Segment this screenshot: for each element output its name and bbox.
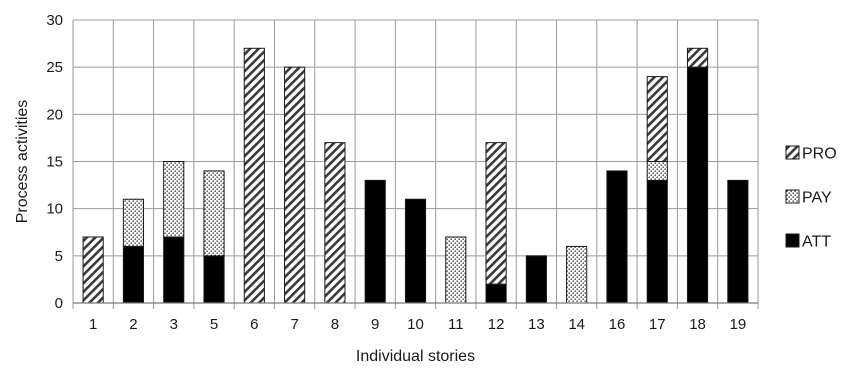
x-tick-label: 3 <box>170 316 178 333</box>
legend-label-att: ATT <box>802 234 831 251</box>
x-tick-label: 1 <box>89 316 97 333</box>
bar-pro <box>646 76 668 162</box>
x-tick-label: 14 <box>568 316 585 333</box>
x-tick-label: 17 <box>649 316 666 333</box>
x-tick-label: 16 <box>609 316 626 333</box>
legend-swatch-att <box>785 233 800 248</box>
bar-att <box>646 179 668 304</box>
bar-att <box>203 255 225 304</box>
bar-att <box>122 245 145 304</box>
bar-pro <box>686 47 709 68</box>
x-tick-label: 11 <box>448 316 464 333</box>
y-tick-label: 20 <box>46 106 63 123</box>
bar-att <box>163 236 185 304</box>
gridlines <box>72 19 759 309</box>
legend-label-pro: PRO <box>802 146 837 163</box>
bars <box>82 47 749 304</box>
bar-pay <box>646 161 668 181</box>
bar-att <box>686 66 709 304</box>
x-tick-label: 8 <box>331 316 339 333</box>
bar-att <box>485 283 507 304</box>
bar-att <box>404 198 427 304</box>
y-tick-label: 30 <box>46 12 63 29</box>
legend-swatch-pro <box>785 145 800 160</box>
x-tick-label: 19 <box>730 316 747 333</box>
y-tick-label: 5 <box>55 248 63 265</box>
bar-pay <box>163 161 185 238</box>
y-tick-label: 25 <box>46 59 63 76</box>
legend-label-pay: PAY <box>802 190 832 207</box>
bar-pay <box>122 198 145 247</box>
bar-pro <box>82 236 104 304</box>
y-tick-label: 10 <box>46 201 63 218</box>
legend-swatch-pay <box>785 189 800 204</box>
bar-att <box>525 255 547 304</box>
y-tick-label: 0 <box>55 295 63 312</box>
bar-pro <box>485 142 507 285</box>
bar-pay <box>445 236 467 304</box>
bar-pro <box>243 47 265 304</box>
bar-pay <box>566 245 588 304</box>
x-tick-label: 18 <box>689 316 706 333</box>
y-tick-label: 15 <box>46 154 63 171</box>
legend: PRO PAY ATT <box>785 145 837 251</box>
bar-pro <box>284 66 306 304</box>
x-tick-label: 6 <box>250 316 258 333</box>
x-tick-label: 7 <box>290 316 298 333</box>
x-tick-label: 10 <box>407 316 424 333</box>
x-axis-title: Individual stories <box>356 348 475 365</box>
bar-att <box>727 179 749 304</box>
bar-att <box>606 170 628 304</box>
x-tick-label: 2 <box>129 316 137 333</box>
x-tick-label: 9 <box>371 316 379 333</box>
x-tick-label: 12 <box>488 316 505 333</box>
bar-pro <box>324 142 346 304</box>
x-tick-label: 13 <box>528 316 545 333</box>
bar-pay <box>203 170 225 257</box>
y-axis-title: Process activities <box>14 100 31 224</box>
bar-att <box>364 179 386 304</box>
x-tick-label: 5 <box>210 316 218 333</box>
